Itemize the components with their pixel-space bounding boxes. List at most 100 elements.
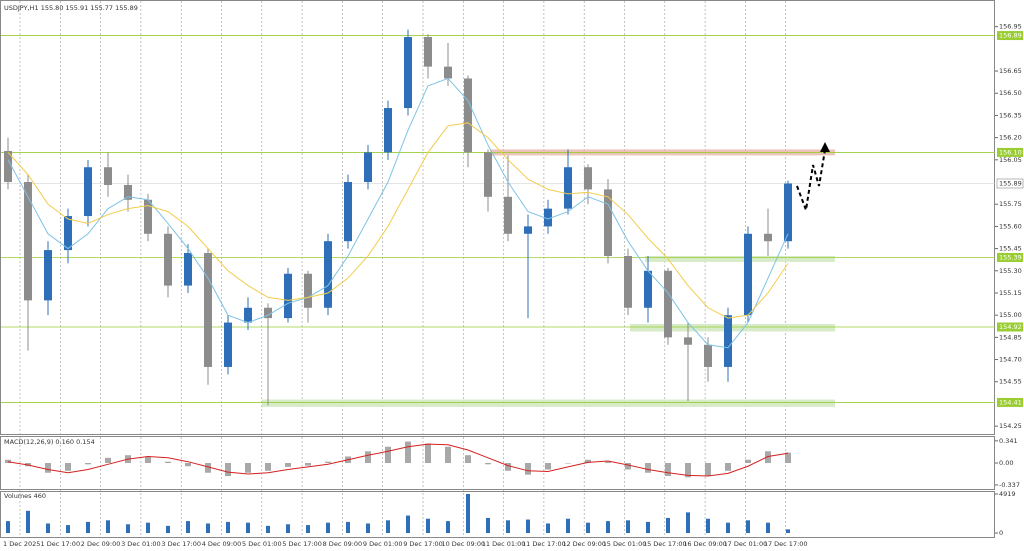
volume-bar (106, 520, 110, 533)
candle-body (404, 37, 412, 109)
y-tick-label: 0.341 (999, 437, 1018, 445)
volume-bar (746, 520, 750, 533)
x-tick-label: 1 Dec 2025 (3, 540, 40, 548)
candle-body (244, 307, 252, 323)
volume-bar (286, 524, 290, 533)
arrow-head (820, 142, 830, 152)
y-tick-label: 156.65 (999, 67, 1022, 75)
candle-body (44, 250, 52, 301)
x-tick-label: 1 Dec 17:00 (41, 540, 81, 548)
candle-body (304, 273, 312, 308)
volume-bar (246, 522, 250, 533)
level-label: 154.41 (999, 398, 1022, 406)
volume-bar (546, 523, 550, 533)
y-tick-label: 155.00 (999, 311, 1022, 319)
y-tick-label: 0 (999, 529, 1003, 537)
forecast-arrow (796, 149, 826, 214)
volume-bar (466, 494, 470, 533)
macd-bar (285, 463, 291, 467)
candle-body (744, 233, 752, 316)
x-tick-label: 3 Dec 17:00 (161, 540, 201, 548)
y-tick-label: 155.45 (999, 245, 1022, 253)
volume-bar (326, 522, 330, 533)
volume-bar (366, 523, 370, 533)
macd-panel (0, 436, 995, 490)
candle-body (124, 184, 132, 200)
y-tick-label: 155.30 (999, 267, 1022, 275)
macd-bar (665, 463, 671, 476)
y-tick-label: 0.00 (999, 459, 1013, 467)
x-tick-label: 9 Dec 01:00 (363, 540, 403, 548)
macd-bar (605, 461, 611, 463)
volume-bar (766, 522, 770, 533)
volume-bar (726, 522, 730, 533)
moving-average (7, 77, 789, 349)
level-label: 156.89 (999, 32, 1022, 40)
x-tick-label: 15 Dec 17:00 (643, 540, 687, 548)
volume-bar (706, 518, 710, 533)
macd-bar (725, 463, 731, 471)
volume-bar (486, 517, 490, 533)
candle-body (704, 344, 712, 367)
zone (630, 324, 835, 332)
chart-title: USDJPY,H1 155.80 155.91 155.77 155.89 (4, 4, 138, 12)
volume-bar (206, 523, 210, 533)
volume-bar (126, 524, 130, 533)
moving-average (7, 122, 789, 319)
macd-bar (465, 455, 471, 463)
y-tick-label: 156.20 (999, 134, 1022, 142)
macd-bar (245, 463, 251, 473)
candle-body (24, 182, 32, 301)
macd-title: MACD(12,26,9) 0.160 0.154 (4, 438, 95, 446)
volume-bar (166, 525, 170, 533)
volume-bar (586, 522, 590, 533)
volume-bar (46, 523, 50, 533)
candle-body (584, 167, 592, 190)
volume-bar (666, 517, 670, 533)
level-label-bg (997, 147, 1023, 157)
candle-body (504, 196, 512, 234)
macd-bar (405, 441, 411, 463)
macd-bar (545, 463, 551, 470)
volume-bar (566, 518, 570, 533)
volume-bar (226, 521, 230, 533)
y-tick-label: 155.75 (999, 200, 1022, 208)
current-price-bg (996, 178, 1024, 189)
macd-bar (45, 463, 51, 473)
x-tick-label: 5 Dec 17:00 (282, 540, 322, 548)
y-tick-label: 155.60 (999, 222, 1022, 230)
y-tick-label: 156.35 (999, 111, 1022, 119)
y-tick-label: 154.85 (999, 333, 1022, 341)
volume-bar (306, 525, 310, 533)
volume-bar (606, 521, 610, 533)
candle-body (344, 182, 352, 242)
x-tick-label: 9 Dec 17:00 (403, 540, 443, 548)
candle-body (624, 255, 632, 308)
volume-bar (646, 521, 650, 533)
volume-bar (26, 510, 30, 533)
macd-bar (145, 456, 151, 463)
candle-body (324, 241, 332, 308)
macd-signal (7, 443, 789, 477)
x-tick-label: 11 Dec 01:00 (482, 540, 526, 548)
candle-body (464, 78, 472, 153)
candle-body (424, 37, 432, 67)
y-tick-label: 156.95 (999, 23, 1022, 31)
candle-body (224, 322, 232, 367)
candle-body (544, 208, 552, 227)
zone (262, 399, 835, 407)
volume-bar (506, 520, 510, 533)
macd-bar (5, 459, 11, 463)
candle-body (444, 66, 452, 79)
candle-body (264, 307, 272, 319)
volume-bar (186, 521, 190, 533)
candle-body (384, 108, 392, 153)
macd-bar (425, 443, 431, 463)
level-label-bg (997, 322, 1023, 332)
macd-bar (265, 463, 271, 471)
candle-body (4, 150, 12, 183)
x-tick-label: 12 Dec 09:00 (562, 540, 606, 548)
macd-bar (625, 463, 631, 470)
macd-bar (705, 463, 711, 476)
candle-body (524, 226, 532, 234)
